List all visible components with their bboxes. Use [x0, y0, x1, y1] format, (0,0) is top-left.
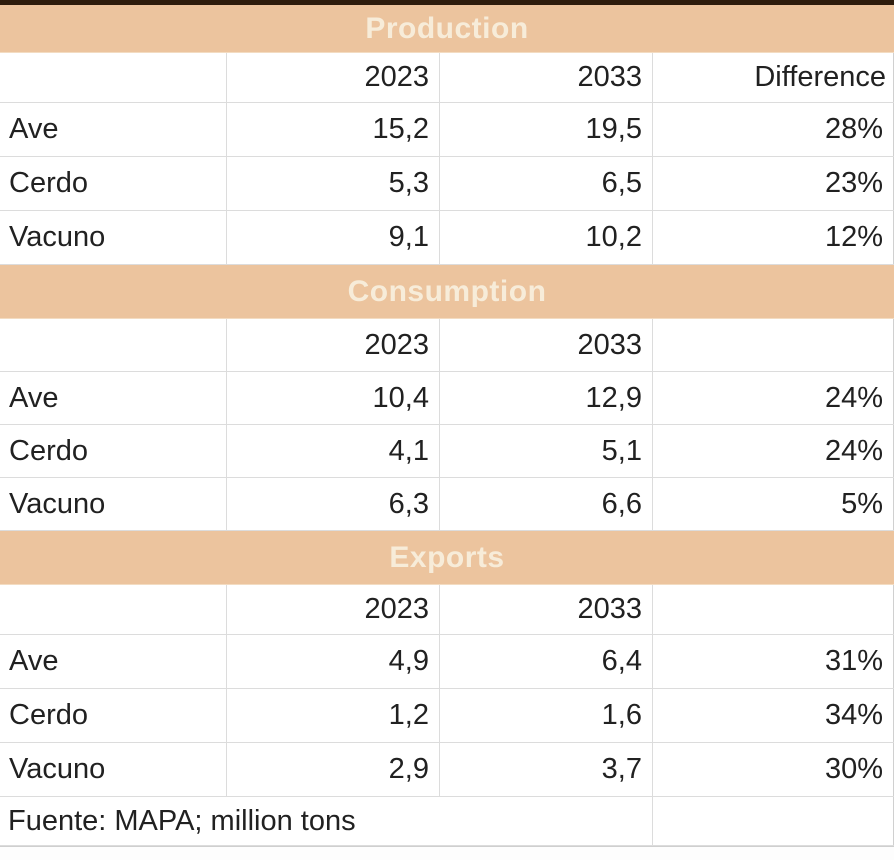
empty-cell: [653, 797, 894, 845]
table-cell: 31%: [653, 635, 894, 688]
table-cell: 15,2: [227, 103, 440, 156]
table-row: Cerdo 1,2 1,6 34%: [0, 689, 894, 743]
section-title: Consumption: [347, 274, 547, 308]
column-header-empty: [653, 585, 894, 634]
column-header-2033: 2033: [440, 585, 653, 634]
row-label: Vacuno: [0, 743, 227, 796]
table-cell: 23%: [653, 157, 894, 210]
section-title: Production: [365, 11, 529, 45]
column-header-2023: 2023: [227, 585, 440, 634]
source-note: Fuente: MAPA; million tons: [0, 797, 653, 845]
table-row: Vacuno 6,3 6,6 5%: [0, 478, 894, 531]
column-header-row: 2023 2033: [0, 585, 894, 635]
table-cell: 30%: [653, 743, 894, 796]
corner-cell: [0, 319, 227, 371]
table-row: Ave 15,2 19,5 28%: [0, 103, 894, 157]
table-row: Cerdo 5,3 6,5 23%: [0, 157, 894, 211]
table-cell: 24%: [653, 372, 894, 424]
row-label: Ave: [0, 372, 227, 424]
row-label: Ave: [0, 635, 227, 688]
row-label: Ave: [0, 103, 227, 156]
table-cell: 5,3: [227, 157, 440, 210]
table-cell: 12%: [653, 211, 894, 264]
table-row: Ave 10,4 12,9 24%: [0, 372, 894, 425]
table-cell: 6,6: [440, 478, 653, 530]
row-label: Vacuno: [0, 211, 227, 264]
table-cell: 34%: [653, 689, 894, 742]
table-cell: 10,2: [440, 211, 653, 264]
table-cell: 1,2: [227, 689, 440, 742]
table-cell: 4,9: [227, 635, 440, 688]
table-row: Cerdo 4,1 5,1 24%: [0, 425, 894, 478]
column-header-2023: 2023: [227, 319, 440, 371]
table-cell: 6,3: [227, 478, 440, 530]
table-cell: 24%: [653, 425, 894, 477]
table-row: Ave 4,9 6,4 31%: [0, 635, 894, 689]
column-header-row: 2023 2033: [0, 319, 894, 372]
top-border-bar: [0, 0, 894, 5]
section-header-consumption: Consumption: [0, 265, 894, 319]
column-header-2033: 2033: [440, 53, 653, 102]
section-header-production: Production: [0, 5, 894, 53]
corner-cell: [0, 585, 227, 634]
table-cell: 28%: [653, 103, 894, 156]
bottom-margin: [0, 846, 894, 860]
row-label: Cerdo: [0, 425, 227, 477]
row-label: Cerdo: [0, 157, 227, 210]
column-header-empty: [653, 319, 894, 371]
section-title: Exports: [389, 540, 505, 574]
column-header-difference: Difference: [653, 53, 894, 102]
table-cell: 4,1: [227, 425, 440, 477]
table-cell: 6,4: [440, 635, 653, 688]
table-cell: 1,6: [440, 689, 653, 742]
table-cell: 2,9: [227, 743, 440, 796]
table-cell: 5,1: [440, 425, 653, 477]
corner-cell: [0, 53, 227, 102]
table-cell: 3,7: [440, 743, 653, 796]
column-header-2033: 2033: [440, 319, 653, 371]
table-cell: 19,5: [440, 103, 653, 156]
row-label: Cerdo: [0, 689, 227, 742]
table-cell: 6,5: [440, 157, 653, 210]
table-row: Vacuno 2,9 3,7 30%: [0, 743, 894, 797]
table-cell: 5%: [653, 478, 894, 530]
table-cell: 10,4: [227, 372, 440, 424]
column-header-2023: 2023: [227, 53, 440, 102]
table-cell: 12,9: [440, 372, 653, 424]
section-header-exports: Exports: [0, 531, 894, 585]
source-row: Fuente: MAPA; million tons: [0, 797, 894, 846]
table-row: Vacuno 9,1 10,2 12%: [0, 211, 894, 265]
column-header-row: 2023 2033 Difference: [0, 53, 894, 103]
table-cell: 9,1: [227, 211, 440, 264]
row-label: Vacuno: [0, 478, 227, 530]
